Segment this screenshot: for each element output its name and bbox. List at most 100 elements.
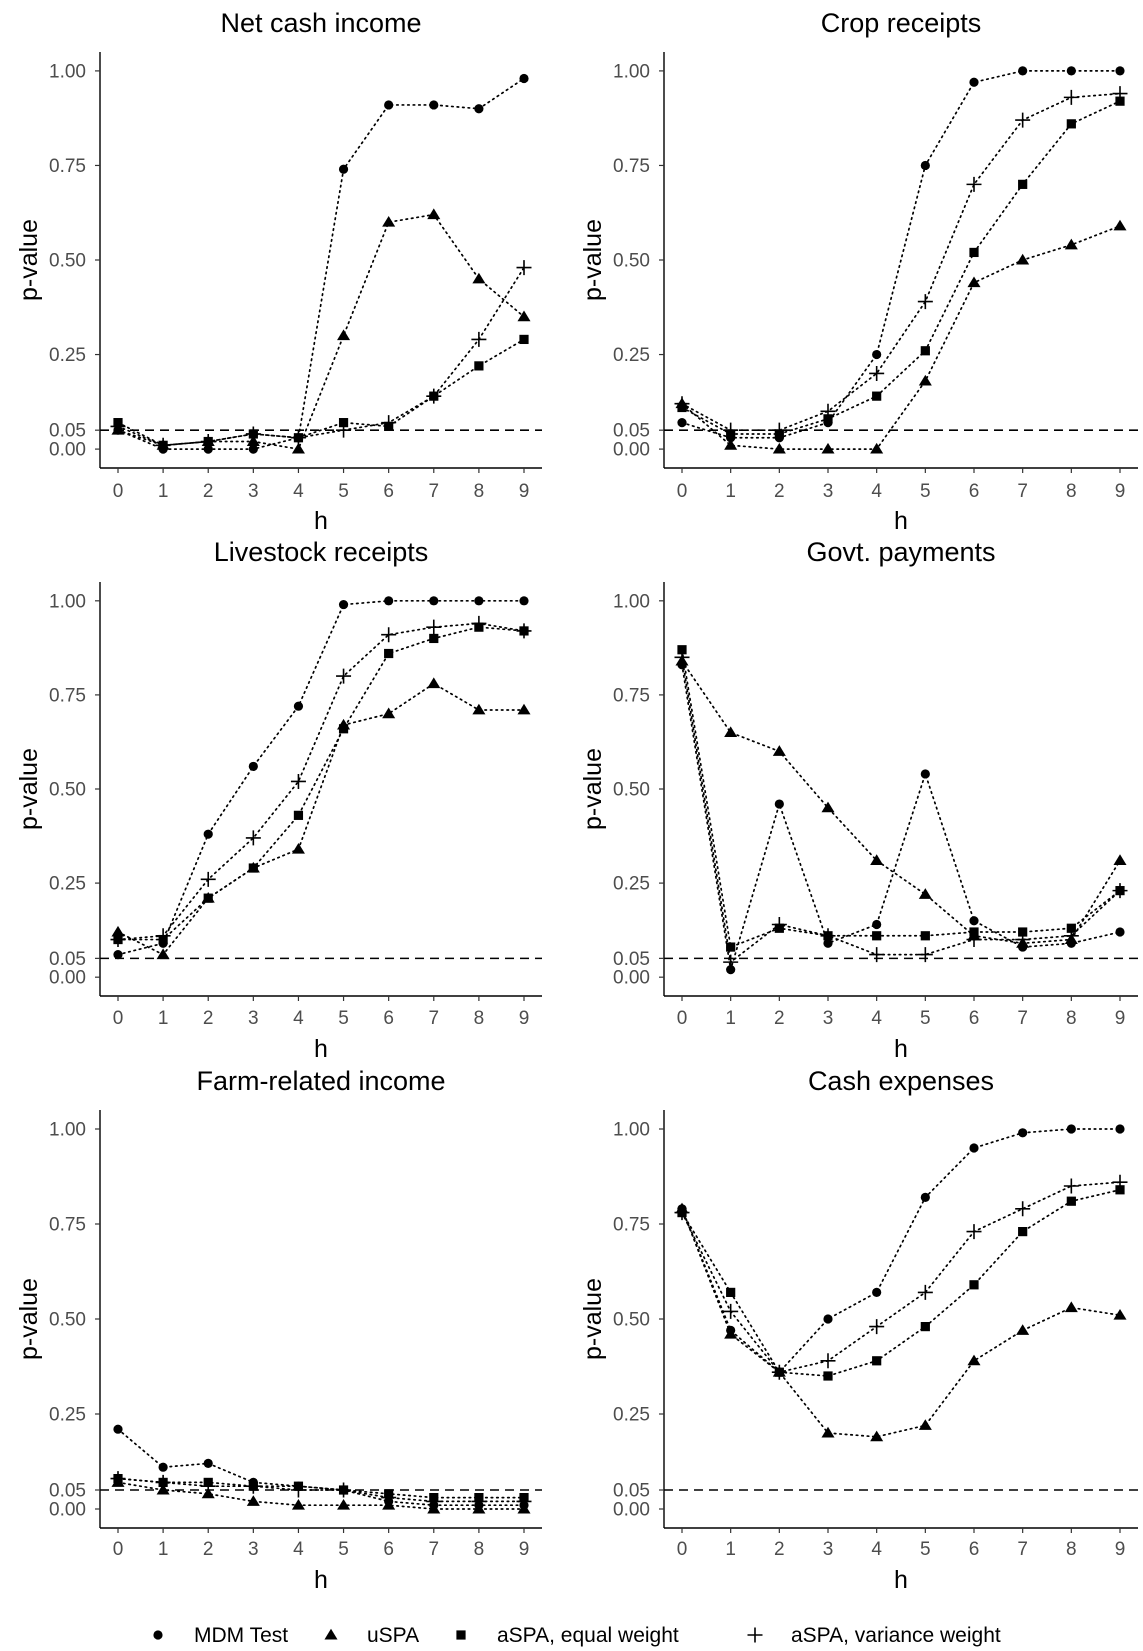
data-point-plus	[674, 396, 690, 412]
data-point-circle	[1115, 1124, 1125, 1134]
data-point-plus	[1063, 89, 1079, 105]
x-tick-label: 3	[823, 481, 834, 502]
data-point-triangle	[724, 1328, 738, 1339]
data-point-triangle	[772, 442, 786, 454]
data-point-square	[519, 334, 529, 345]
data-point-triangle	[870, 854, 884, 865]
x-tick-label: 1	[725, 1008, 736, 1029]
data-point-triangle	[291, 843, 305, 854]
x-tick-label: 9	[519, 481, 530, 502]
x-tick-label: 0	[677, 481, 688, 502]
y-tick-label: 0.00	[613, 968, 650, 989]
x-tick-label: 1	[158, 1539, 169, 1560]
series-aspa-variance-weight	[674, 1174, 1128, 1380]
x-tick-label: 0	[677, 1539, 688, 1560]
data-point-triangle	[472, 272, 486, 284]
data-point-circle	[113, 1424, 123, 1434]
x-axis-title: h	[314, 507, 328, 535]
data-point-triangle	[918, 888, 932, 899]
data-point-plus	[471, 331, 487, 347]
panel-title: Crop receipts	[821, 8, 982, 38]
x-tick-label: 5	[920, 481, 931, 502]
data-point-square	[920, 931, 930, 941]
data-point-triangle	[1016, 1324, 1030, 1335]
series-line	[681, 225, 1121, 450]
data-point-triangle	[821, 1426, 835, 1438]
data-point-plus	[917, 1284, 933, 1300]
data-point-circle	[474, 104, 484, 114]
x-tick-label: 2	[774, 1539, 785, 1560]
legend-marker-plus	[747, 1627, 763, 1643]
series-line	[681, 663, 1121, 970]
data-point-triangle	[1064, 1301, 1078, 1313]
data-point-triangle	[1113, 1309, 1127, 1320]
data-point-circle	[969, 1143, 979, 1153]
data-point-plus	[336, 1482, 352, 1498]
y-tick-label: 0.00	[613, 1500, 650, 1521]
data-point-square	[1018, 927, 1028, 937]
data-point-plus	[869, 365, 885, 381]
data-point-plus	[200, 871, 216, 887]
series-line	[117, 682, 525, 956]
y-axis-title: p-value	[15, 1278, 43, 1360]
data-point-triangle	[517, 703, 531, 715]
data-point-plus	[1112, 86, 1128, 102]
legend-marker-circle	[153, 1630, 163, 1640]
data-point-circle	[1066, 66, 1076, 76]
data-point-plus	[869, 947, 885, 963]
data-point-triangle	[870, 442, 884, 454]
y-axis-title: p-value	[15, 219, 43, 301]
series-mdm-test	[113, 596, 529, 960]
data-point-plus	[336, 422, 352, 438]
series-line	[681, 1181, 1121, 1374]
x-tick-label: 7	[428, 1539, 439, 1560]
series-aspa-equal-weight	[113, 622, 529, 945]
series-mdm-test	[677, 660, 1125, 975]
panel-govt-payments: Govt. payments 0.000.05 0.25 0.50 0.75 1.00 0 1…	[579, 537, 1138, 1063]
data-point-plus	[516, 1493, 532, 1509]
x-tick-label: 3	[248, 481, 259, 502]
y-tick-label: 0.00	[613, 440, 650, 461]
data-point-plus	[1112, 883, 1128, 899]
x-tick-label: 7	[1017, 481, 1028, 502]
data-point-plus	[771, 422, 787, 438]
y-tick-label: 0.05	[613, 1481, 650, 1502]
data-point-plus	[723, 422, 739, 438]
y-tick-label: 1.00	[49, 1120, 86, 1141]
data-point-plus	[245, 1478, 261, 1494]
panel-title: Farm-related income	[196, 1066, 445, 1096]
data-point-square	[872, 391, 882, 401]
x-tick-label: 1	[725, 481, 736, 502]
data-point-plus	[110, 1471, 126, 1487]
data-point-circle	[203, 829, 213, 839]
data-point-plus	[245, 830, 261, 846]
x-axis-title: h	[894, 1566, 908, 1594]
x-tick-label: 0	[113, 481, 124, 502]
y-tick-label: 1.00	[613, 1120, 650, 1141]
data-point-square	[1066, 119, 1076, 129]
y-tick-label: 0.50	[613, 251, 650, 272]
data-point-circle	[677, 418, 687, 428]
x-tick-label: 9	[1115, 1008, 1126, 1029]
x-tick-label: 4	[871, 1539, 882, 1560]
data-point-square	[1066, 1196, 1076, 1206]
series-line	[681, 660, 1121, 945]
panel-title: Govt. payments	[806, 537, 995, 567]
data-point-square	[969, 927, 979, 937]
x-axis-title: h	[894, 1035, 908, 1063]
data-point-circle	[293, 701, 304, 711]
series-aspa-variance-weight	[674, 649, 1128, 970]
data-point-plus	[155, 928, 171, 944]
x-tick-label: 6	[969, 1539, 980, 1560]
data-point-circle	[248, 444, 258, 454]
legend-item-mdm-test: MDM Test	[153, 1624, 288, 1647]
x-axis-title: h	[314, 1035, 328, 1063]
x-tick-label: 2	[774, 1008, 785, 1029]
data-point-triangle	[821, 442, 835, 454]
data-point-circle	[158, 1462, 168, 1472]
data-point-plus	[245, 426, 261, 442]
data-point-square	[872, 1356, 882, 1366]
series-aspa-variance-weight	[110, 1471, 532, 1509]
data-point-plus	[917, 294, 933, 310]
